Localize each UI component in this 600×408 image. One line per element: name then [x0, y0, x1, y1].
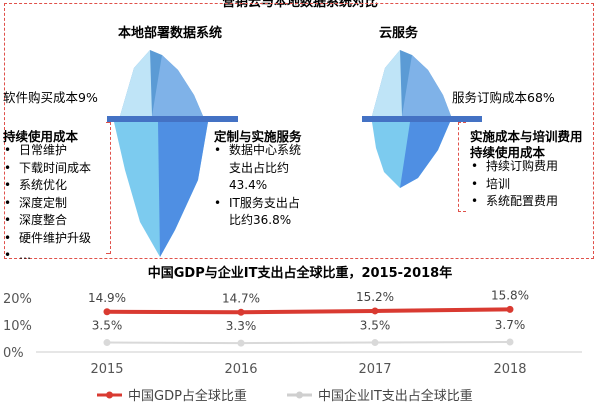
local-bracket — [106, 122, 111, 254]
list-item: … — [4, 247, 91, 265]
legend-marker-gdp — [106, 391, 113, 399]
line-chart: 20% 10% 0% 2015 2016 2017 2018 14.9% 14.7% 15.2% 1… — [3, 288, 582, 404]
local-water-line — [107, 116, 238, 122]
x-tick-label: 2018 — [493, 362, 526, 377]
iceberg-illustrations — [107, 50, 482, 257]
cloud-right-list: 持续订购费用 培训 系统配置费用 — [471, 158, 558, 211]
y-tick-label: 20% — [3, 292, 32, 307]
legend-marker-it — [296, 391, 303, 399]
local-title: 本地部署数据系统 — [118, 26, 223, 41]
list-item: 硬件维护升级 — [4, 230, 91, 248]
list-item: 深度定制 — [4, 195, 91, 213]
data-label: 3.5% — [92, 319, 123, 333]
data-point — [237, 308, 245, 316]
data-point — [371, 307, 379, 315]
local-service-title: 定制与实施服务 — [214, 129, 302, 144]
comparison-frame — [4, 3, 594, 259]
list-item: 培训 — [471, 176, 558, 194]
data-point — [237, 339, 245, 347]
data-point — [103, 308, 111, 316]
list-item: 比约36.8% — [229, 213, 292, 227]
list-item: 持续订购费用 — [471, 158, 558, 176]
local-iceberg — [114, 50, 208, 257]
data-point — [506, 338, 514, 346]
list-item: 支出占比约 — [229, 160, 290, 175]
y-tick-label: 10% — [3, 319, 32, 334]
cloud-right-title-1: 实施成本与培训费用 — [470, 129, 583, 144]
legend-label-it: 中国企业IT支出占全球比重 — [318, 388, 473, 404]
list-item: 系统配置费用 — [471, 193, 558, 211]
local-service-list: 数据中心系统 支出占比约 43.4% IT服务支出占 比约36.8% — [214, 142, 301, 230]
list-item: 日常维护 — [4, 142, 91, 160]
data-label: 3.7% — [495, 318, 526, 332]
list-item: 数据中心系统 — [229, 143, 302, 157]
data-point — [371, 339, 379, 347]
local-above-label: 软件购买成本9% — [3, 90, 98, 105]
cloud-title: 云服务 — [379, 26, 419, 41]
list-item: 深度整合 — [4, 212, 91, 230]
data-label: 14.9% — [88, 291, 126, 305]
local-cost-list: 日常维护 下载时间成本 系统优化 深度定制 深度整合 硬件维护升级 … — [4, 142, 91, 265]
local-cost-title: 持续使用成本 — [3, 129, 79, 144]
series-line — [106, 307, 511, 315]
series-line — [106, 341, 511, 345]
cloud-bracket — [458, 122, 466, 212]
data-point — [506, 305, 514, 313]
chart-title: 中国GDP与企业IT支出占全球比重，2015-2018年 — [147, 266, 453, 281]
data-label: 3.5% — [360, 319, 391, 333]
cloud-iceberg — [372, 50, 451, 188]
cloud-above-label: 服务订购成本68% — [452, 90, 555, 105]
list-item: IT服务支出占 — [229, 195, 300, 210]
cloud-right-title-2: 持续使用成本 — [470, 145, 546, 160]
page-title: 营销云与本地数据系统对比 — [221, 0, 378, 10]
list-item: 43.4% — [229, 178, 268, 192]
list-item: 系统优化 — [4, 177, 91, 195]
data-point — [103, 339, 111, 347]
legend-label-gdp: 中国GDP占全球比重 — [128, 388, 247, 404]
y-tick-label: 0% — [3, 346, 24, 361]
data-label: 15.2% — [356, 290, 394, 304]
x-tick-label: 2015 — [90, 362, 123, 377]
data-label: 3.3% — [226, 319, 257, 333]
list-item: 下载时间成本 — [4, 160, 91, 178]
data-label: 15.8% — [491, 288, 529, 302]
cloud-water-line — [362, 116, 482, 122]
x-tick-label: 2017 — [358, 362, 391, 377]
x-tick-label: 2016 — [224, 362, 257, 377]
data-label: 14.7% — [222, 291, 260, 305]
